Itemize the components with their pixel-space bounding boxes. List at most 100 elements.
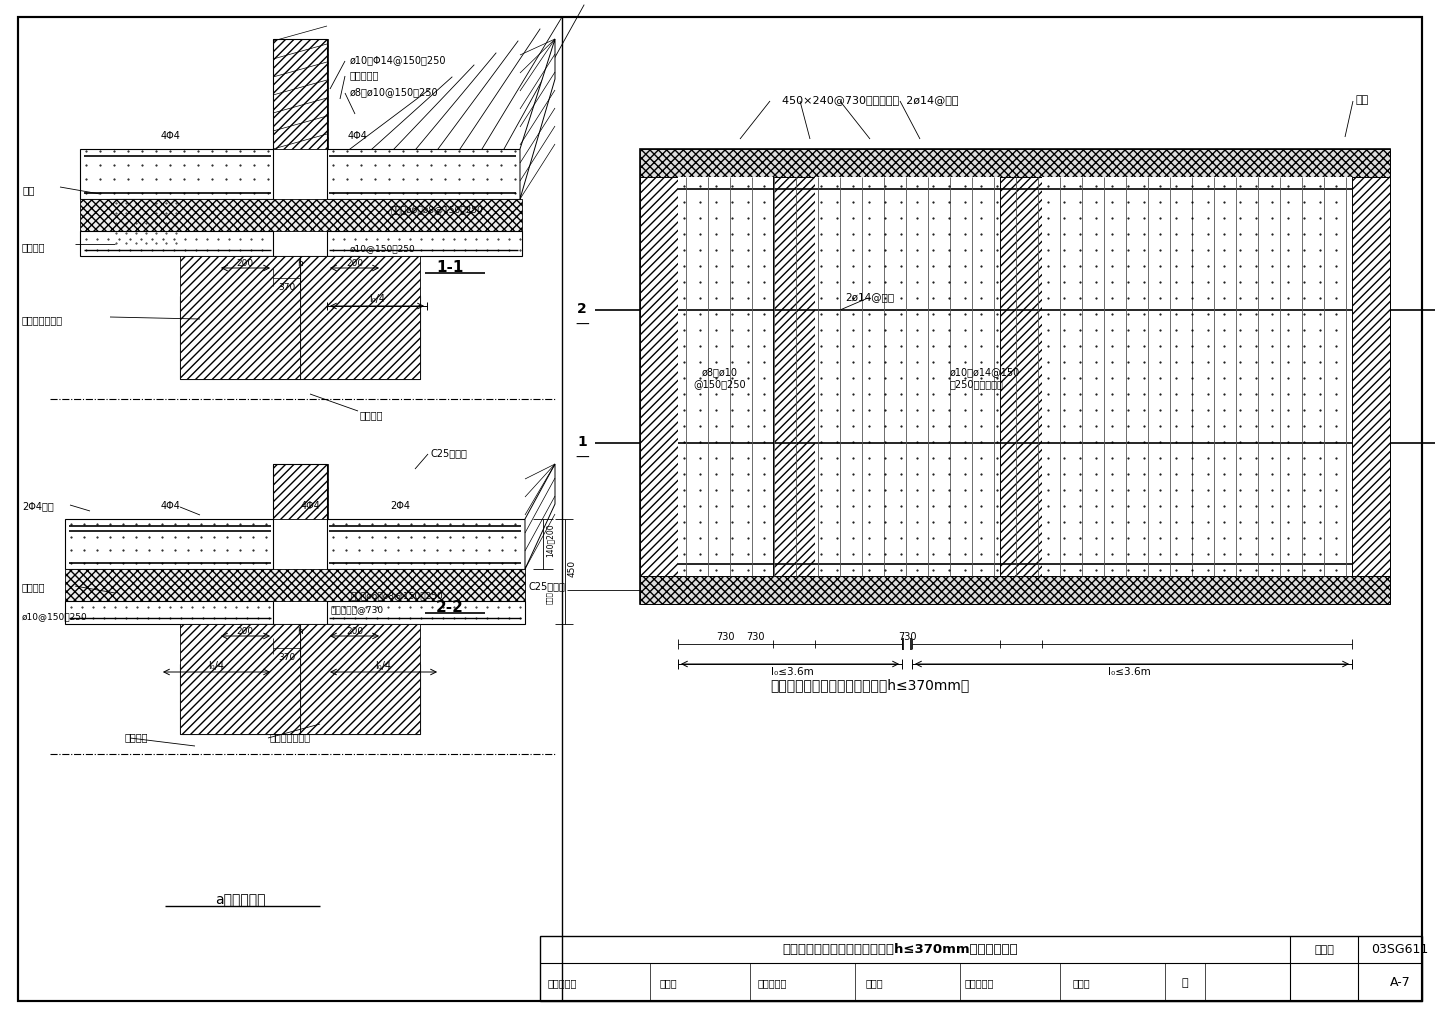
Text: l₀/4: l₀/4 xyxy=(207,660,225,671)
Text: ø10@150～250: ø10@150～250 xyxy=(22,611,88,621)
Bar xyxy=(815,178,999,577)
Text: 马颖芳: 马颖芳 xyxy=(1073,977,1090,987)
Bar xyxy=(999,178,1043,577)
Text: 200: 200 xyxy=(236,626,253,635)
Bar xyxy=(327,231,521,257)
Text: 140～200: 140～200 xyxy=(546,523,554,556)
Text: 2Φ4通长: 2Φ4通长 xyxy=(22,500,53,511)
Polygon shape xyxy=(520,40,554,200)
Text: 原砖砌条形基础: 原砖砌条形基础 xyxy=(22,315,63,325)
Text: ø8～ø10
@150～250: ø8～ø10 @150～250 xyxy=(694,367,746,388)
Text: 4Φ4: 4Φ4 xyxy=(300,500,320,511)
Bar xyxy=(678,178,773,577)
Text: 370: 370 xyxy=(278,652,295,661)
Text: 4Φ4: 4Φ4 xyxy=(160,500,180,511)
Text: ø10～ø14@150
～250或计算确定: ø10～ø14@150 ～250或计算确定 xyxy=(950,367,1021,388)
Text: 03SG611: 03SG611 xyxy=(1371,943,1428,956)
Bar xyxy=(300,257,420,380)
Text: 筋板厚: 筋板厚 xyxy=(546,591,553,604)
Text: C25混凝土: C25混凝土 xyxy=(431,447,467,458)
Polygon shape xyxy=(180,257,300,380)
Bar xyxy=(639,178,678,577)
Bar xyxy=(540,936,1423,1001)
Text: l₀≤3.6m: l₀≤3.6m xyxy=(770,666,814,677)
Text: 汪洪滴: 汪洪滴 xyxy=(865,977,884,987)
Text: l₀/4: l₀/4 xyxy=(369,293,384,304)
Bar xyxy=(300,625,420,735)
Bar xyxy=(327,601,526,625)
Polygon shape xyxy=(300,625,420,735)
Text: 素土夯实: 素土夯实 xyxy=(125,732,148,741)
Text: 730: 730 xyxy=(746,632,765,641)
Bar xyxy=(180,257,300,380)
Bar xyxy=(327,520,526,570)
Text: 200: 200 xyxy=(347,258,363,267)
Text: 校对汪洪滴: 校对汪洪滴 xyxy=(757,977,788,987)
Text: 图集号: 图集号 xyxy=(1315,944,1333,954)
Bar xyxy=(639,150,1390,178)
Text: 1-1: 1-1 xyxy=(436,259,464,274)
Text: —: — xyxy=(575,450,589,465)
Bar xyxy=(327,150,520,200)
Text: 分布筋ø6～ø8@150～250: 分布筋ø6～ø8@150～250 xyxy=(350,591,442,600)
Bar xyxy=(81,150,274,200)
Text: 分布筋ø6～ø8@150～250: 分布筋ø6～ø8@150～250 xyxy=(390,205,482,214)
Text: 边梁: 边梁 xyxy=(1355,95,1368,105)
Text: 页: 页 xyxy=(1182,977,1188,987)
Bar xyxy=(274,40,328,150)
Bar xyxy=(639,577,1390,604)
Text: 审核万墨林: 审核万墨林 xyxy=(549,977,577,987)
Text: 730: 730 xyxy=(716,632,734,641)
Bar xyxy=(65,520,274,570)
Text: 4Φ4: 4Φ4 xyxy=(160,130,180,141)
Text: C25混凝土: C25混凝土 xyxy=(528,581,564,590)
Text: 万墨林: 万墨林 xyxy=(660,977,678,987)
Text: 730: 730 xyxy=(897,632,916,641)
Text: l₀≤3.6m: l₀≤3.6m xyxy=(1107,666,1151,677)
Text: a）边梁在下: a）边梁在下 xyxy=(215,892,265,906)
Text: h: h xyxy=(297,258,302,267)
Text: A-7: A-7 xyxy=(1390,975,1410,988)
Text: 或计算确定: 或计算确定 xyxy=(350,70,379,79)
Text: 200: 200 xyxy=(347,626,363,635)
Text: 混凝土销键@730: 混凝土销键@730 xyxy=(330,605,383,613)
Text: 2-2: 2-2 xyxy=(436,599,464,613)
Bar xyxy=(112,204,177,246)
Text: 2Φ4: 2Φ4 xyxy=(390,500,410,511)
Text: 2: 2 xyxy=(577,302,588,316)
Text: l₀/4: l₀/4 xyxy=(374,660,392,671)
Text: 450×240@730混凝土销键  2ø14@通长: 450×240@730混凝土销键 2ø14@通长 xyxy=(782,95,958,105)
Text: 条形基础改筏板基础（基础墙厂h≤370mm，边梁在下）: 条形基础改筏板基础（基础墙厂h≤370mm，边梁在下） xyxy=(782,943,1018,956)
Text: ø8～ø10@150～250: ø8～ø10@150～250 xyxy=(350,87,439,97)
Bar xyxy=(180,625,300,735)
Text: 灰土夯实: 灰土夯实 xyxy=(22,242,46,252)
Polygon shape xyxy=(300,257,420,380)
Text: —: — xyxy=(575,318,589,331)
Text: 370: 370 xyxy=(278,282,295,291)
Bar xyxy=(1043,178,1352,577)
Text: h: h xyxy=(297,626,302,635)
Text: 原砖砌条形基础: 原砖砌条形基础 xyxy=(271,732,311,741)
Bar xyxy=(639,150,1390,604)
Text: 200: 200 xyxy=(236,258,253,267)
Text: 4Φ4: 4Φ4 xyxy=(347,130,367,141)
Text: 边梁: 边梁 xyxy=(22,184,35,195)
Bar xyxy=(65,570,526,601)
Bar xyxy=(81,200,523,231)
Text: 设计马颖芳: 设计马颖芳 xyxy=(965,977,995,987)
Text: 素土夯实: 素土夯实 xyxy=(360,410,383,420)
Bar xyxy=(1352,178,1390,577)
Text: 450: 450 xyxy=(567,558,577,576)
Text: 灰土夯实: 灰土夯实 xyxy=(22,582,46,591)
Text: 条形基础改筏板基础（基础墙厚h≤370mm）: 条形基础改筏板基础（基础墙厚h≤370mm） xyxy=(770,678,969,691)
Polygon shape xyxy=(526,465,554,570)
Text: 1: 1 xyxy=(577,434,588,448)
Bar xyxy=(81,231,274,257)
Text: 2ø14@通长: 2ø14@通长 xyxy=(845,291,894,302)
Bar xyxy=(109,200,180,250)
Bar xyxy=(773,178,815,577)
Text: ø10@150～250: ø10@150～250 xyxy=(350,245,416,254)
Bar xyxy=(274,465,328,520)
Bar xyxy=(65,601,274,625)
Polygon shape xyxy=(180,625,300,735)
